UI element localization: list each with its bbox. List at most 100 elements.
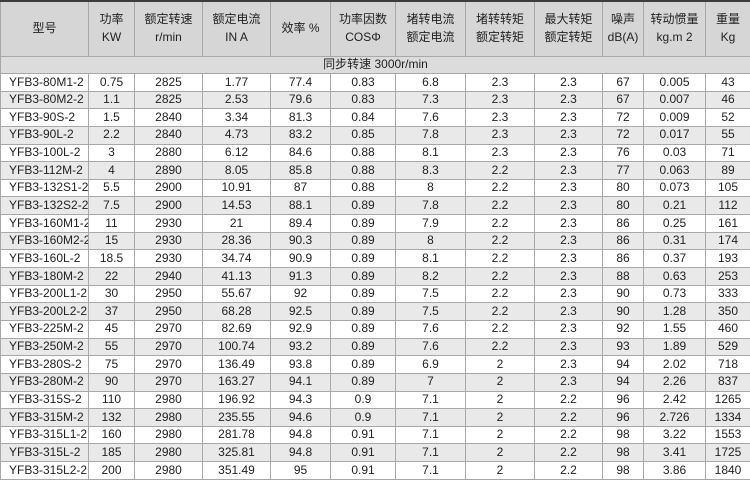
value-cell: 67 [602,90,644,110]
value-cell: 2.726 [643,408,706,427]
value-cell: 30 [88,284,135,304]
table-row: YFB3-90L-2 2.2 2840 4.73 83.2 0.85 7.8 2.3 2.3 72… [0,125,750,145]
value-cell: 5.5 [88,178,135,198]
value-cell: 2980 [134,425,203,445]
value-cell: 0.009 [643,108,706,127]
value-cell: 2 [465,461,535,480]
model-cell: YFB3-160M1-2 [0,214,89,233]
value-cell: 7.5 [88,196,135,216]
model-cell: YFB3-315L-2 [0,443,89,463]
table-row: YFB3-315L-2 185 2980 325.81 94.8 0.91 7.1 2 2.2 9… [0,443,750,463]
model-cell: YFB3-90L-2 [0,125,89,145]
value-cell: 460 [705,319,750,339]
value-cell: 94.6 [270,408,331,427]
value-cell: 8.1 [395,249,466,269]
column-header-power-factor: 功率因数 COSΦ [330,0,396,57]
value-cell: 2.3 [534,372,603,392]
value-cell: 80 [602,178,644,198]
value-cell: 2940 [134,267,203,286]
value-cell: 90 [602,284,644,304]
value-cell: 3.22 [643,425,706,445]
value-cell: 0.25 [643,214,706,233]
value-cell: 2840 [134,108,203,127]
column-header-label: 额定转速 [144,12,193,27]
table-row: YFB3-315M-2 132 2980 235.55 94.6 0.9 7.1 2 2.2 96… [0,408,750,427]
table-row: YFB3-160M2-2 15 2930 28.36 90.3 0.89 8 2.2 2.3 86… [0,231,750,251]
value-cell: 11 [88,214,135,233]
value-cell: 8.2 [395,267,466,286]
value-cell: 333 [705,284,750,304]
value-cell: 718 [705,355,750,374]
column-header-label: dB(A) [607,30,639,44]
table-row: YFB3-160L-2 18.5 2930 34.74 90.9 0.89 8.1 2.2 2.… [0,249,750,269]
table-row: YFB3-100L-2 3 2880 6.12 84.6 0.88 8.1 2.3 2.3 76 0… [0,143,750,163]
value-cell: 7.1 [395,408,466,427]
value-cell: 1.5 [88,108,135,127]
table-row: YFB3-132S1-2 5.5 2900 10.91 87 0.88 8 2.2 2.3 80 0… [0,178,750,198]
value-cell: 2.3 [534,108,603,127]
value-cell: 2.3 [534,161,603,180]
value-cell: 325.81 [202,443,271,463]
value-cell: 0.91 [330,443,396,463]
value-cell: 174 [705,231,750,251]
column-header-label: COSΦ [345,30,381,44]
value-cell: 2980 [134,461,203,480]
table-row: YFB3-315L2-2 200 2980 351.49 95 0.91 7.1 2 2.2 98… [0,461,750,480]
value-cell: 2930 [134,214,203,233]
value-cell: 529 [705,337,750,357]
value-cell: 163.27 [202,372,271,392]
value-cell: 2.3 [534,249,603,269]
value-cell: 98 [602,425,644,445]
value-cell: 1.89 [643,337,706,357]
value-cell: 2.2 [534,408,603,427]
value-cell: 3.41 [643,443,706,463]
value-cell: 0.89 [330,319,396,339]
value-cell: 3.34 [202,108,271,127]
value-cell: 55 [88,337,135,357]
value-cell: 2930 [134,249,203,269]
value-cell: 2.3 [534,319,603,339]
value-cell: 0.73 [643,284,706,304]
value-cell: 2.2 [465,231,535,251]
value-cell: 0.21 [643,196,706,216]
value-cell: 0.83 [330,90,396,110]
value-cell: 2.3 [534,284,603,304]
value-cell: 2.3 [465,73,535,92]
value-cell: 200 [88,461,135,480]
value-cell: 0.83 [330,73,396,92]
value-cell: 72 [602,108,644,127]
column-header-efficiency: 效率 % [270,0,331,57]
value-cell: 281.78 [202,425,271,445]
value-cell: 2.02 [643,355,706,374]
value-cell: 7.6 [395,319,466,339]
value-cell: 93 [602,337,644,357]
value-cell: 7.6 [395,337,466,357]
header-row: 型号 功率 KW 额定转速 r/min 额定电流 IN A 效率 % 功率因数 COSΦ 堵转电流额… [0,0,750,57]
model-cell: YFB3-315M-2 [0,408,89,427]
column-header-weight: 重量 Kg [705,0,750,57]
column-header-label: IN A [225,30,248,44]
model-cell: YFB3-250M-2 [0,337,89,357]
value-cell: 0.75 [88,73,135,92]
value-cell: 1.77 [202,73,271,92]
value-cell: 1.55 [643,319,706,339]
value-cell: 86 [602,214,644,233]
value-cell: 0.063 [643,161,706,180]
model-cell: YFB3-315L2-2 [0,461,89,480]
model-cell: YFB3-160L-2 [0,249,89,269]
value-cell: 0.31 [643,231,706,251]
value-cell: 7.3 [395,90,466,110]
column-header-label: kg.m 2 [656,30,693,44]
value-cell: 837 [705,372,750,392]
table-body: 同步转速 3000r/min YFB3-80M1-2 0.75 2825 1.77 77… [0,56,750,480]
value-cell: 8 [395,178,466,198]
value-cell: 161 [705,214,750,233]
value-cell: 2.3 [534,125,603,145]
value-cell: 45 [88,319,135,339]
value-cell: 1.28 [643,302,706,321]
table-row: YFB3-160M1-2 11 2930 21 89.4 0.89 7.9 2.2 2.3 86 0… [0,214,750,233]
column-header-label: 重量 [715,12,740,27]
value-cell: 100.74 [202,337,271,357]
value-cell: 7 [395,372,466,392]
value-cell: 3 [88,143,135,163]
